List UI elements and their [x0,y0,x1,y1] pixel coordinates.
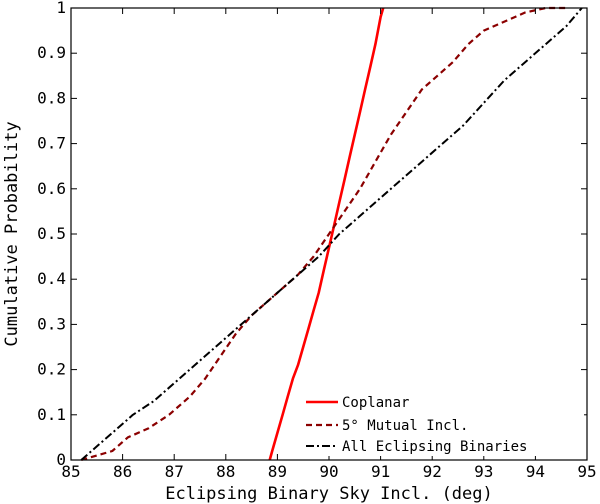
x-tick-label: 92 [423,462,442,481]
legend: Coplanar 5° Mutual Incl. All Eclipsing Bin… [300,388,584,456]
legend-label-1: 5° Mutual Incl. [342,418,468,434]
y-tick-label: 0 [56,450,66,469]
x-tick-label: 88 [216,462,235,481]
y-tick-label: 0.4 [37,269,66,288]
x-tick-label: 94 [526,462,545,481]
series-line-0 [268,7,385,461]
y-tick-label: 0.5 [37,224,66,243]
series-line-1 [80,6,567,462]
y-tick-label: 0.6 [37,179,66,198]
legend-label-0: Coplanar [342,395,409,411]
y-tick-label: 1 [56,0,66,17]
y-tick-label: 0.1 [37,405,66,424]
series-layer [80,6,583,462]
y-axis-title: Cumulative Probability [2,121,22,346]
x-tick-label: 90 [319,462,338,481]
x-tick-label: 93 [474,462,493,481]
series-line-2 [80,7,583,461]
x-tick-label: 95 [577,462,596,481]
y-tick-label: 0.8 [37,88,66,107]
x-tick-label: 89 [268,462,287,481]
y-tick-label: 0.9 [37,43,66,62]
y-tick-label: 0.2 [37,360,66,379]
legend-box [300,388,584,456]
y-tick-label: 0.3 [37,314,66,333]
legend-label-2: All Eclipsing Binaries [342,439,527,455]
x-axis-title: Eclipsing Binary Sky Incl. (deg) [165,484,493,504]
ticks-layer: 85 86 87 88 89 90 91 92 93 94 95 0 0.1 0.2 0.3 0.4 0.5 0.… [37,0,597,481]
x-tick-label: 86 [113,462,132,481]
x-tick-label: 91 [371,462,390,481]
x-tick-label: 85 [61,462,80,481]
x-tick-label: 87 [165,462,184,481]
y-tick-label: 0.7 [37,134,66,153]
